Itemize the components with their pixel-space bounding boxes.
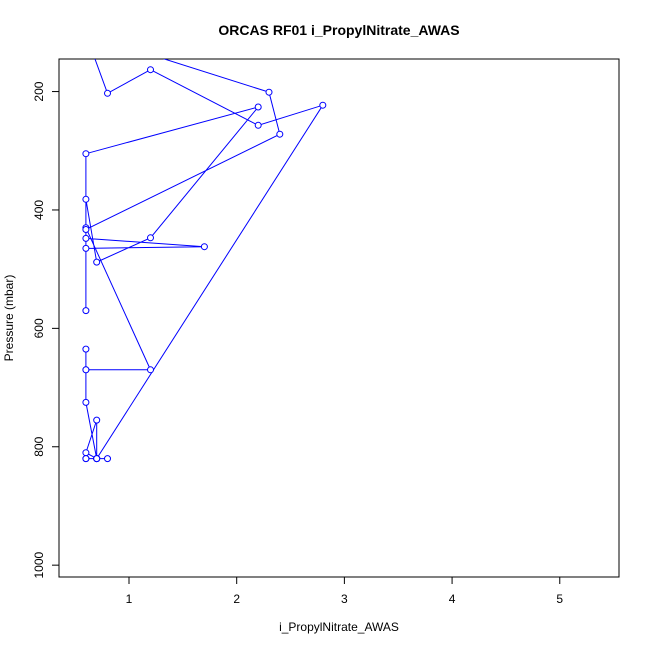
data-point [104, 455, 111, 463]
data-point [147, 366, 154, 374]
y-axis-label: Pressure (mbar) [2, 275, 16, 362]
x-tick-label: 4 [449, 592, 456, 606]
data-point [200, 243, 208, 251]
data-point [93, 455, 101, 463]
data-point [82, 234, 90, 242]
chart-title: ORCAS RF01 i_PropylNitrate_AWAS [218, 22, 459, 38]
data-point [254, 103, 262, 111]
y-axis: 200 400 600 800 1000 [32, 81, 59, 579]
y-tick-label: 1000 [32, 551, 46, 578]
data-point [93, 416, 101, 424]
data-point [82, 150, 90, 158]
plot-area [82, 31, 327, 463]
data-point [82, 398, 90, 406]
x-tick-label: 3 [341, 592, 348, 606]
data-point [82, 244, 90, 252]
x-axis-label: i_PropylNitrate_AWAS [279, 620, 399, 634]
data-point [254, 121, 262, 129]
x-tick-label: 5 [556, 592, 563, 606]
data-point [83, 31, 89, 37]
data-point [104, 89, 111, 97]
data-point [82, 455, 90, 463]
data-point [93, 258, 101, 266]
data-point [147, 234, 154, 242]
data-point [276, 130, 284, 138]
y-tick-label: 200 [32, 81, 46, 101]
data-point [82, 366, 90, 374]
y-tick-label: 400 [32, 200, 46, 220]
data-point [82, 307, 90, 315]
plot-frame [58, 58, 620, 578]
data-point [265, 88, 273, 96]
data-point [82, 449, 90, 457]
x-axis: 1 2 3 4 5 [126, 577, 563, 606]
data-point [82, 226, 90, 233]
y-tick-label: 600 [32, 318, 46, 338]
data-point [319, 101, 327, 109]
x-tick-label: 2 [233, 592, 240, 606]
y-tick-label: 800 [32, 436, 46, 456]
x-tick-label: 1 [126, 592, 133, 606]
data-point [147, 66, 154, 74]
data-point [82, 195, 90, 203]
data-point [82, 345, 90, 353]
